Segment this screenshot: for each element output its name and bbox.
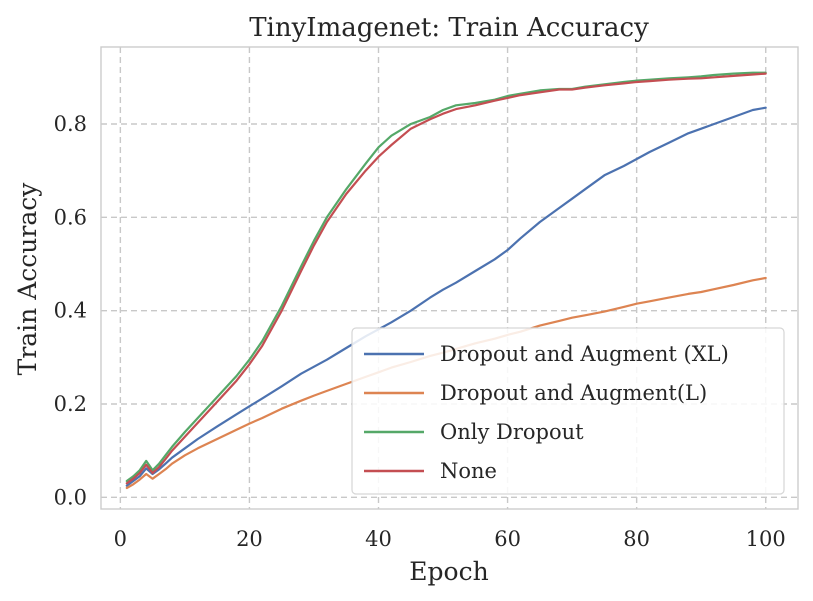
legend-label: Dropout and Augment(L) [440,381,707,405]
legend-label: Dropout and Augment (XL) [440,342,729,366]
legend-label: Only Dropout [440,420,584,444]
x-tick-label: 60 [494,527,521,551]
y-tick-label: 0.4 [54,299,87,323]
series-line [125,72,767,485]
x-tick-label: 20 [236,527,263,551]
y-tick-label: 0.6 [54,205,87,229]
x-axis-label: Epoch [409,557,488,586]
x-tick-label: 0 [114,527,127,551]
x-tick-label: 80 [623,527,650,551]
y-tick-labels: 0.0 0.2 0.4 0.6 0.8 [54,112,87,509]
y-tick-label: 0.0 [54,485,87,509]
y-tick-label: 0.2 [54,392,87,416]
x-tick-label: 100 [746,527,786,551]
y-tick-label: 0.8 [54,112,87,136]
legend-label: None [440,459,497,483]
chart-title: TinyImagenet: Train Accuracy [249,13,649,43]
y-axis-label: Train Accuracy [13,182,42,376]
x-tick-label: 40 [365,527,392,551]
plot-frame [100,46,799,510]
legend: Dropout and Augment (XL) Dropout and Augm… [351,327,785,495]
series-line [125,106,767,487]
series-lines [125,71,767,490]
series-line [125,71,767,483]
x-tick-labels: 0 20 40 60 80 100 [114,527,786,551]
legend-box [351,327,785,495]
